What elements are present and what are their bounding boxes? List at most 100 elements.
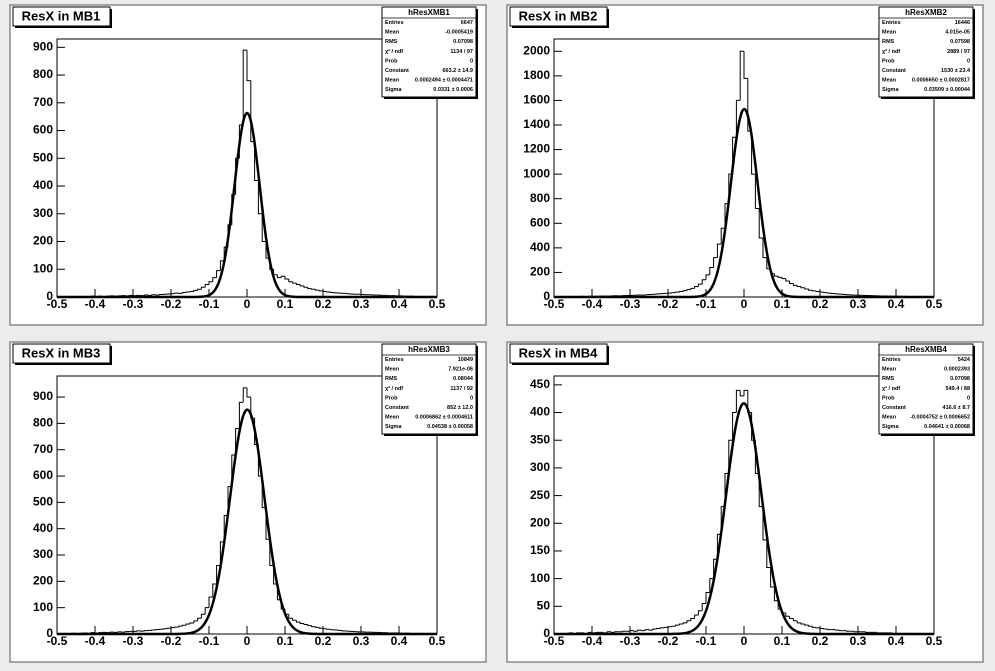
histogram-bin xyxy=(299,622,304,624)
fit-curve xyxy=(554,107,934,299)
chart-title: ResX in MB1 xyxy=(22,8,101,23)
histogram-bin xyxy=(181,624,187,627)
x-tick-label: 0.3 xyxy=(353,297,370,311)
stats-name: Mean xyxy=(385,30,400,36)
histogram-bin xyxy=(648,629,653,631)
histogram-bin xyxy=(751,131,756,175)
histogram-bin xyxy=(808,289,813,291)
stats-name: Prob xyxy=(882,58,895,64)
histogram-bin xyxy=(686,289,691,291)
y-tick-label: 600 xyxy=(33,123,53,137)
histogram-bin xyxy=(307,624,312,627)
stats-value: 1530 ± 23.4 xyxy=(941,68,971,74)
stats-name: Entries xyxy=(385,20,404,26)
x-tick-label: -0.3 xyxy=(123,297,144,311)
stats-name: Sigma xyxy=(385,424,402,430)
y-tick-label: 200 xyxy=(530,515,550,529)
y-tick-label: 50 xyxy=(537,598,551,612)
x-tick-label: 0.2 xyxy=(315,297,332,311)
histogram-bin xyxy=(766,539,771,569)
histogram-bin xyxy=(314,626,320,628)
stats-name: Sigma xyxy=(882,424,899,430)
y-tick-label: 900 xyxy=(33,389,53,403)
histogram-bin xyxy=(242,387,247,403)
stats-value: 0.0002494 ± 0.0004471 xyxy=(415,78,473,84)
y-tick-label: 400 xyxy=(530,405,550,419)
stats-name: Entries xyxy=(385,357,404,363)
title-box xyxy=(509,343,608,364)
x-tick-label: 0.5 xyxy=(926,634,943,648)
histogram-bin xyxy=(280,275,285,278)
y-tick-label: 700 xyxy=(33,442,53,456)
histogram-bin xyxy=(853,631,858,633)
histogram-bin xyxy=(735,389,741,413)
stats-name: RMS xyxy=(882,376,895,382)
histogram-bin xyxy=(242,49,247,125)
histogram-bin xyxy=(796,620,801,624)
histogram-bin xyxy=(151,294,156,296)
histogram-bin xyxy=(292,618,297,621)
stats-box xyxy=(381,343,477,435)
histogram-bin xyxy=(254,141,259,181)
histogram-bin xyxy=(819,627,824,629)
histogram-bin xyxy=(758,208,763,239)
stats-name: Constant xyxy=(385,68,409,74)
histogram-bin xyxy=(739,390,744,397)
histogram-bin xyxy=(189,290,194,293)
x-tick-label: 0 xyxy=(244,297,251,311)
x-tick-label: 0.5 xyxy=(429,297,446,311)
stats-value: 0 xyxy=(470,395,473,401)
histogram-bin xyxy=(675,624,680,627)
stats-name: Prob xyxy=(385,395,398,401)
y-tick-label: 300 xyxy=(33,206,53,220)
fit-curve xyxy=(57,111,437,299)
stats-name: Sigma xyxy=(385,87,402,93)
stats-name: χ² / ndf xyxy=(385,48,403,55)
histogram-bin xyxy=(865,631,870,633)
x-tick-label: 0 xyxy=(741,634,748,648)
x-tick-label: 0.1 xyxy=(774,634,791,648)
y-tick-label: 0 xyxy=(543,626,550,640)
chart-title: ResX in MB2 xyxy=(519,8,598,23)
histogram-bin xyxy=(197,288,202,291)
x-tick-label: 0.3 xyxy=(850,634,867,648)
histogram-bin xyxy=(785,278,790,282)
stats-value: -0.0004752 ± 0.0006652 xyxy=(910,415,970,421)
chart-title: ResX in MB4 xyxy=(519,345,599,360)
histogram-bin xyxy=(811,290,817,292)
stats-value: -0.0005419 xyxy=(445,30,473,36)
x-tick-label: 0.5 xyxy=(926,297,943,311)
histogram-bin xyxy=(686,620,691,623)
histogram-bin xyxy=(789,281,794,284)
stats-name: Sigma xyxy=(882,87,899,93)
histogram-bin xyxy=(720,227,725,245)
y-tick-label: 250 xyxy=(530,488,550,502)
x-tick-label: -0.3 xyxy=(620,297,641,311)
y-tick-label: 700 xyxy=(33,95,53,109)
histogram-bin xyxy=(204,284,209,288)
histogram-bin xyxy=(701,603,706,611)
histogram-bin xyxy=(330,629,335,631)
stats-value: 1134 / 97 xyxy=(450,49,473,55)
stats-name: Mean xyxy=(385,367,400,373)
histogram-bin xyxy=(678,623,684,626)
histogram-bin xyxy=(762,506,767,541)
x-tick-label: 0.2 xyxy=(812,297,829,311)
stats-value: 2889 / 97 xyxy=(947,49,970,55)
stats-box xyxy=(878,6,974,98)
histogram-bin xyxy=(326,628,331,630)
stats-name: Entries xyxy=(882,20,901,26)
y-tick-label: 1800 xyxy=(523,68,550,82)
histogram-bin xyxy=(288,614,293,619)
stats-value: 0.07098 xyxy=(453,39,473,45)
stats-value: 10849 xyxy=(458,357,473,363)
histogram-bin xyxy=(292,281,297,284)
stats-value: 0.0006862 ± 0.0004611 xyxy=(415,415,473,421)
y-tick-label: 800 xyxy=(33,416,53,430)
stats-value: 0.0002393 xyxy=(944,367,970,373)
stats-value: 0.03509 ± 0.00044 xyxy=(924,87,971,93)
x-tick-label: 0.5 xyxy=(429,634,446,648)
histogram-bin xyxy=(629,630,634,632)
histogram-bin xyxy=(303,285,308,288)
histogram-bin xyxy=(808,625,813,627)
